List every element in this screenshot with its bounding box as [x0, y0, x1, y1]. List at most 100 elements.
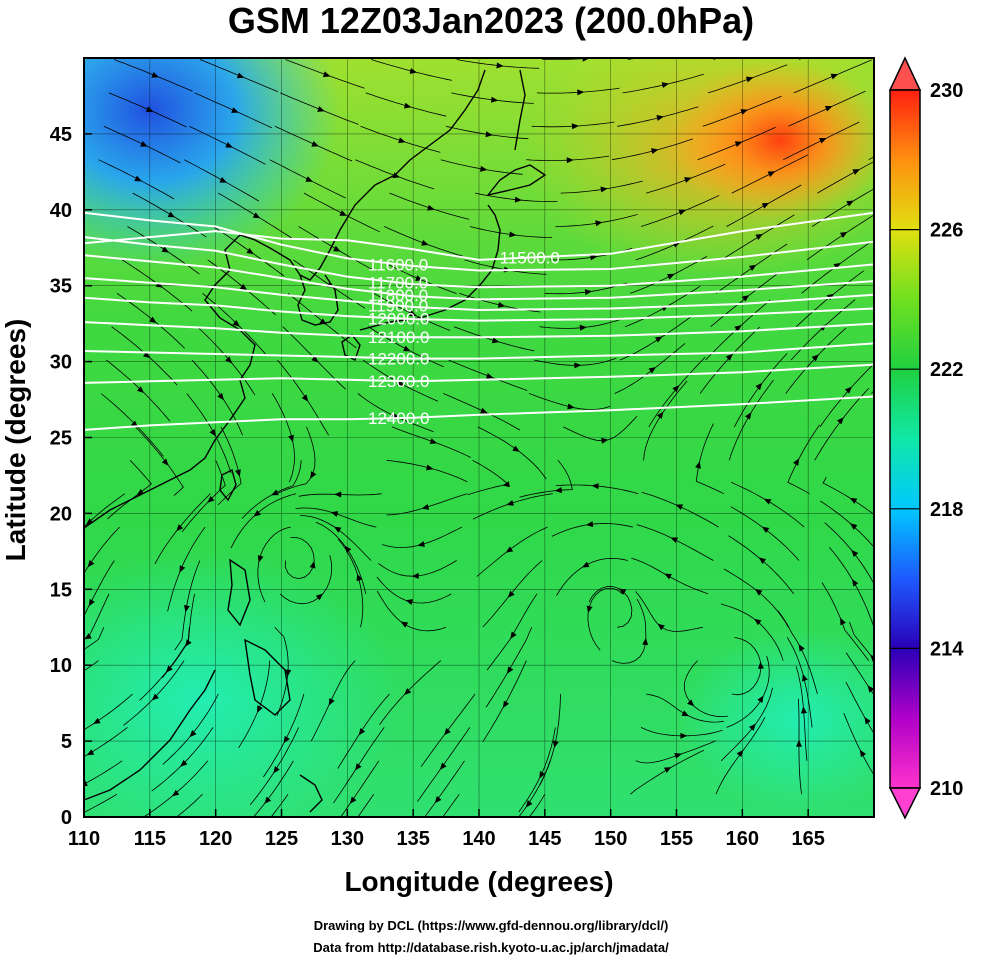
streamline	[357, 793, 375, 817]
wind-arrow	[140, 141, 148, 147]
wind-arrow	[134, 175, 142, 182]
y-tick-label: 0	[61, 807, 72, 829]
wind-arrow	[317, 106, 325, 112]
wind-arrow	[301, 394, 309, 402]
wind-arrow	[754, 618, 762, 626]
wind-arrow	[584, 289, 593, 296]
height-contour	[84, 254, 874, 301]
wind-arrow	[648, 367, 656, 374]
wind-arrow	[427, 204, 435, 211]
wind-arrow	[398, 137, 406, 144]
contour-label: 11900.0	[368, 297, 428, 316]
wind-arrow	[656, 115, 664, 121]
wind-arrow	[311, 141, 319, 147]
credit-drawing: Drawing by DCL (https://www.gfd-dennou.o…	[313, 918, 669, 933]
streamline	[176, 793, 203, 817]
contour-label: 12200.0	[368, 349, 429, 368]
japan-hokkaido	[486, 164, 547, 197]
streamline	[627, 58, 640, 60]
y-tick-label: 15	[50, 579, 72, 601]
contour-label: 11600.0	[368, 255, 428, 274]
wind-arrow	[87, 560, 95, 568]
wind-arrow	[252, 212, 261, 219]
height-contour	[84, 321, 874, 339]
colorbar-label: 230	[930, 80, 963, 102]
wind-arrow	[672, 385, 680, 393]
y-tick-label: 40	[50, 200, 72, 222]
colorbar-scale	[889, 89, 921, 789]
wind-arrow	[695, 461, 701, 469]
wind-arrow	[725, 353, 733, 361]
x-tick-label: 160	[726, 828, 759, 850]
colorbar-label: 226	[930, 220, 963, 242]
wind-arrow	[180, 759, 188, 767]
wind-arrow	[819, 138, 827, 144]
wind-arrow	[271, 489, 279, 496]
wind-arrow	[421, 239, 429, 246]
wind-arrow	[246, 247, 254, 255]
cool-region-east	[680, 630, 874, 810]
wind-arrow	[411, 572, 419, 579]
wind-arrow	[667, 48, 675, 55]
wind-arrow	[846, 200, 854, 207]
wind-arrow	[763, 498, 772, 505]
colorbar: 230 226 222 218 214 210	[888, 56, 964, 820]
wind-arrow	[434, 795, 442, 804]
wind-arrow	[334, 491, 342, 498]
x-tick-label: 120	[199, 828, 232, 850]
wind-arrow	[257, 705, 263, 713]
wind-arrow	[595, 220, 603, 227]
height-contours	[84, 211, 874, 431]
wind-arrow	[571, 123, 579, 130]
wind-arrow	[574, 362, 582, 369]
wind-arrow	[344, 545, 352, 553]
wind-arrow	[506, 500, 514, 506]
wind-arrow	[849, 497, 858, 504]
height-contour	[84, 277, 874, 312]
wind-arrow	[586, 605, 593, 614]
wind-arrow	[225, 142, 233, 148]
x-axis-ticks: 110 115 120 125 130 135 140 145 150 155 160 165	[68, 809, 825, 850]
streamline	[885, 28, 963, 60]
colorbar-label: 218	[930, 499, 963, 521]
wind-arrow	[356, 573, 363, 582]
coastlines	[84, 69, 547, 813]
wind-arrow	[681, 710, 690, 717]
wind-arrow	[664, 573, 672, 580]
wind-arrow	[566, 157, 574, 164]
streamline	[528, 793, 546, 817]
wind-arrow	[305, 176, 313, 182]
map-plot-area: 11500.011600.011700.011800.011900.012000…	[50, 28, 963, 850]
wind-arrow	[349, 796, 357, 804]
wind-arrow	[315, 593, 324, 601]
y-tick-label: 5	[61, 731, 72, 753]
height-contour	[84, 211, 874, 261]
x-tick-label: 150	[594, 828, 627, 850]
contour-label: 12300.0	[368, 372, 429, 391]
wind-arrow	[405, 599, 414, 605]
streamline	[442, 793, 460, 817]
wind-arrow	[836, 417, 844, 425]
wind-arrow	[339, 210, 347, 216]
contour-labels: 11500.0 11600.011700.011800.011900.012000…	[368, 248, 560, 428]
y-tick-label: 35	[50, 276, 72, 298]
wind-arrow	[590, 254, 598, 261]
wind-arrow	[864, 716, 871, 725]
x-tick-label: 125	[265, 828, 298, 850]
wind-arrow	[811, 354, 819, 362]
wind-arrow	[309, 561, 316, 569]
wind-arrow	[674, 753, 682, 759]
wind-arrow	[601, 437, 609, 444]
wind-arrow	[165, 665, 173, 673]
wind-arrow	[311, 355, 319, 363]
wind-arrow	[254, 828, 263, 837]
wind-arrow	[231, 107, 239, 113]
wind-arrow	[852, 169, 860, 175]
streamline	[84, 793, 118, 813]
streamline	[84, 660, 99, 672]
sulawesi	[299, 774, 323, 813]
wind-arrow	[577, 89, 585, 96]
colorbar-top-triangle	[888, 56, 922, 91]
cool-region-tropics	[84, 550, 400, 817]
wind-arrow	[758, 557, 767, 564]
